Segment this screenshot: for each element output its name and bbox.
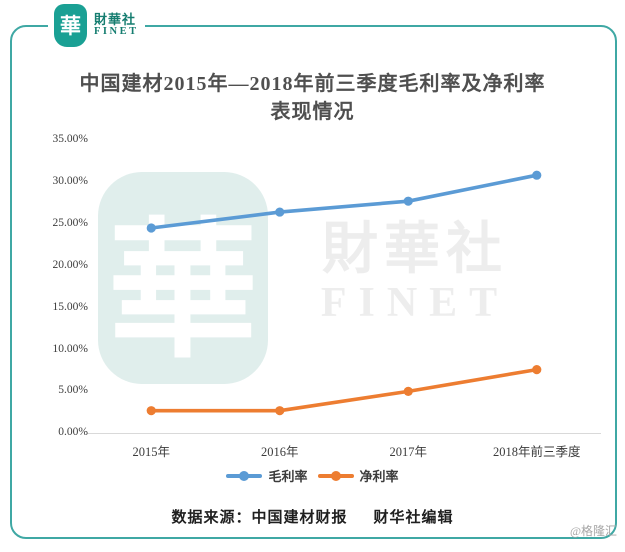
legend-marker-icon	[226, 470, 263, 481]
x-axis-tick-label: 2018年前三季度	[492, 445, 581, 459]
data-point-marker	[275, 207, 285, 217]
legend-label: 毛利率	[268, 469, 308, 484]
y-axis-tick-label: 25.00%	[52, 216, 88, 229]
decorative-frame	[10, 25, 617, 539]
watermark-text-cn: 財華社	[322, 219, 508, 281]
y-axis-tick-label: 5.00%	[58, 384, 88, 397]
finet-logo: 華 財華社 FINET	[48, 0, 145, 50]
data-source-label: 数据来源：中国建材财报	[171, 510, 348, 526]
watermark-logo-glyph: 華	[107, 209, 258, 376]
finet-logo-glyph: 華	[60, 14, 81, 38]
legend-dot-icon	[239, 470, 250, 481]
y-axis-tick-label: 10.00%	[52, 342, 88, 355]
x-axis-line	[87, 433, 601, 434]
chart-footer: 数据来源：中国建材财报 财华社编辑	[0, 506, 625, 527]
legend-dot-icon	[330, 470, 341, 481]
credit-watermark: @格隆汇	[569, 524, 617, 538]
legend-label: 净利率	[359, 469, 399, 484]
data-point-marker	[403, 196, 413, 206]
watermark-logo: 華	[98, 172, 268, 384]
series-line-净利率	[149, 367, 539, 413]
data-point-marker	[146, 406, 156, 416]
finet-logo-text: 財華社 FINET	[94, 13, 139, 38]
editor-label: 财华社编辑	[373, 510, 454, 526]
y-axis-tick-label: 20.00%	[52, 258, 88, 271]
y-axis-tick-label: 30.00%	[52, 174, 88, 187]
y-axis-tick-label: 0.00%	[58, 426, 88, 439]
finet-logo-name-en: FINET	[94, 26, 139, 38]
chart-title: 中国建材2015年—2018年前三季度毛利率及净利率 表现情况	[40, 70, 585, 126]
y-axis-tick-label: 15.00%	[52, 300, 88, 313]
data-point-marker	[275, 406, 285, 416]
data-point-marker	[532, 365, 542, 375]
x-axis-tick-label: 2017年	[389, 445, 428, 459]
watermark-text-en: FINET	[320, 280, 510, 326]
x-axis-tick-label: 2015年	[132, 445, 171, 459]
y-axis-tick-label: 35.00%	[52, 133, 88, 145]
data-point-marker	[403, 386, 413, 396]
series-line-毛利率	[149, 173, 539, 230]
data-point-marker	[532, 170, 542, 180]
legend-item-毛利率: 毛利率	[226, 466, 308, 485]
x-axis-tick-label: 2016年	[260, 445, 299, 459]
data-point-marker	[146, 223, 156, 233]
finet-logo-name-cn: 財華社	[94, 11, 137, 27]
chart-legend: 毛利率 净利率	[0, 466, 625, 485]
chart-title-line2: 表现情况	[270, 101, 355, 123]
legend-marker-icon	[317, 470, 354, 481]
legend-item-净利率: 净利率	[317, 466, 399, 485]
finet-logo-icon: 華	[54, 3, 87, 47]
chart-title-line1: 中国建材2015年—2018年前三季度毛利率及净利率	[79, 73, 546, 95]
watermark-text: 財華社 FINET	[300, 222, 530, 324]
